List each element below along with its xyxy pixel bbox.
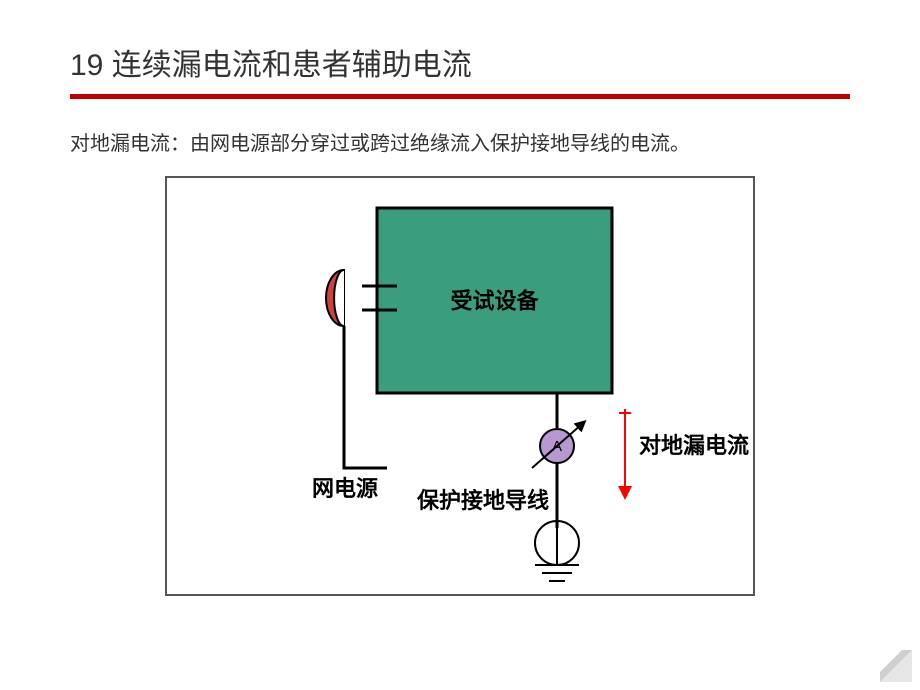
diagram-container: 受试设备网电源A保护接地导线对地漏电流 xyxy=(70,176,850,596)
slide: 19 连续漏电流和患者辅助电流 对地漏电流：由网电源部分穿过或跨过绝缘流入保护接… xyxy=(0,0,920,690)
diagram-svg: 受试设备网电源A保护接地导线对地漏电流 xyxy=(167,178,757,598)
svg-text:保护接地导线: 保护接地导线 xyxy=(416,488,549,513)
svg-text:受试设备: 受试设备 xyxy=(450,289,539,314)
svg-text:网电源: 网电源 xyxy=(312,476,378,501)
title-underline xyxy=(70,94,850,99)
slide-subtitle: 对地漏电流：由网电源部分穿过或跨过绝缘流入保护接地导线的电流。 xyxy=(70,127,850,156)
corner-fold-icon xyxy=(880,650,912,682)
circuit-diagram: 受试设备网电源A保护接地导线对地漏电流 xyxy=(165,176,755,596)
svg-text:对地漏电流: 对地漏电流 xyxy=(639,433,749,458)
slide-title: 19 连续漏电流和患者辅助电流 xyxy=(70,40,850,84)
